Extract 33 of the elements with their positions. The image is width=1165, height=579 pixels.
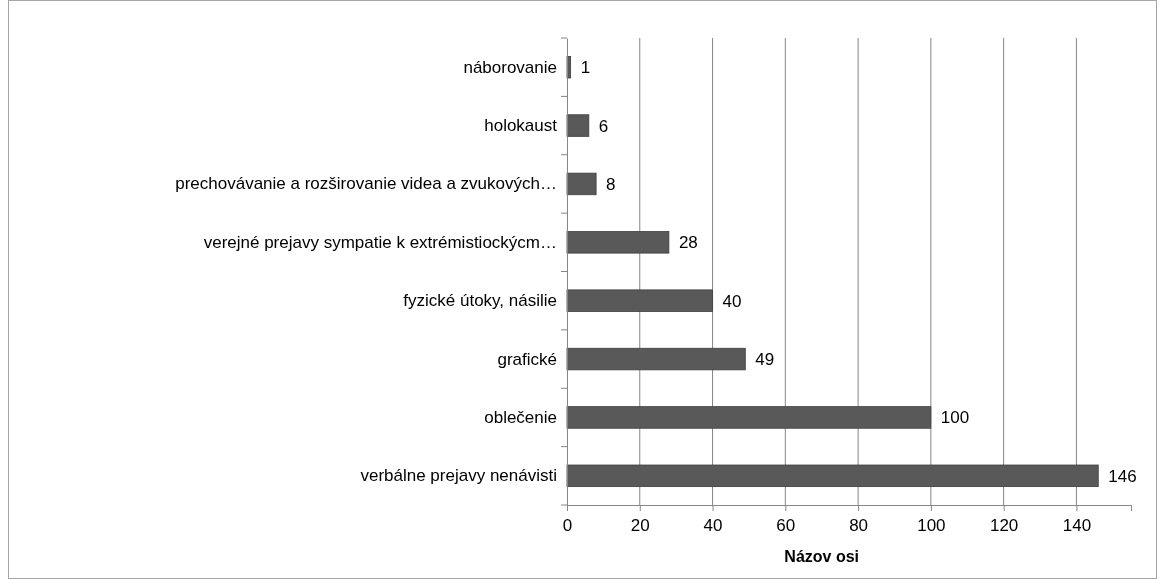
- data-label: 8: [606, 174, 616, 194]
- data-label: 40: [722, 291, 742, 311]
- data-label: 6: [598, 116, 609, 136]
- data-label: 28: [678, 233, 698, 253]
- x-tick-label: 80: [849, 516, 869, 536]
- data-label: 100: [940, 408, 970, 428]
- y-tick-label: fyzické útoky, násilie: [403, 291, 557, 311]
- bar: [566, 231, 670, 254]
- x-tick-label: 20: [630, 516, 650, 536]
- x-axis-title: Názov osi: [784, 548, 860, 565]
- x-tick-label: 140: [1062, 516, 1092, 536]
- bar: [566, 114, 590, 137]
- y-tick-label: oblečenie: [484, 407, 557, 427]
- bar: [566, 406, 932, 429]
- bar: [566, 347, 746, 371]
- bar: [566, 289, 713, 312]
- bar: [566, 172, 597, 196]
- x-tick-label: 0: [562, 516, 573, 536]
- bar: [566, 464, 1099, 488]
- data-label: 49: [755, 350, 775, 370]
- bar: [566, 55, 572, 79]
- x-tick-label: 100: [917, 516, 946, 536]
- x-tick-label: 60: [776, 516, 796, 536]
- y-tick-label: grafické: [497, 349, 557, 369]
- y-tick-label: náborovanie: [463, 57, 557, 77]
- y-tick-label: verejné prejavy sympatie k extrémistiockýcm…: [203, 232, 557, 252]
- y-tick-label: verbálne prejavy nenávisti: [360, 466, 557, 486]
- x-tick-label: 40: [703, 516, 723, 536]
- y-tick-label: prechovávanie a rozširovanie videa a zvukových…: [175, 174, 557, 194]
- data-label: 146: [1108, 466, 1137, 486]
- y-tick-label: holokaust: [484, 116, 558, 135]
- data-label: 1: [580, 58, 591, 78]
- x-tick-label: 120: [989, 516, 1019, 536]
